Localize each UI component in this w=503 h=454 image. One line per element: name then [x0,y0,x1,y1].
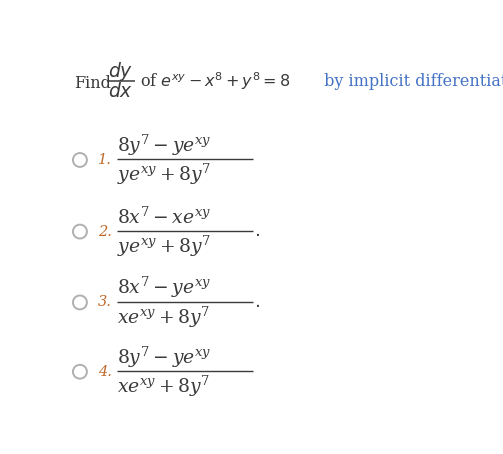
Text: $\mathit{dy}$: $\mathit{dy}$ [108,60,134,83]
Text: $8y^7 - ye^{xy}$: $8y^7 - ye^{xy}$ [117,133,212,158]
Text: 3.: 3. [98,296,112,310]
Text: $8x^7 - xe^{xy}$: $8x^7 - xe^{xy}$ [117,207,212,227]
Text: $8y^7 - ye^{xy}$: $8y^7 - ye^{xy}$ [117,345,212,370]
Text: $ye^{xy} + 8y^7$: $ye^{xy} + 8y^7$ [117,234,211,259]
Text: $xe^{xy} + 8y^7$: $xe^{xy} + 8y^7$ [117,374,211,399]
Text: 4.: 4. [98,365,112,379]
Text: $ye^{xy} + 8y^7$: $ye^{xy} + 8y^7$ [117,162,211,187]
Text: $\mathit{dx}$: $\mathit{dx}$ [109,82,134,101]
Text: 1.: 1. [98,153,112,167]
Text: Find: Find [74,75,111,92]
Text: of $e^{xy} - x^8 + y^8 = 8$: of $e^{xy} - x^8 + y^8 = 8$ [140,70,291,92]
Text: .: . [255,221,261,240]
Text: $xe^{xy} + 8y^7$: $xe^{xy} + 8y^7$ [117,305,211,330]
Text: by implicit differentiation.: by implicit differentiation. [318,73,503,90]
Text: .: . [255,292,261,311]
Text: $8x^7 - ye^{xy}$: $8x^7 - ye^{xy}$ [117,275,212,301]
Text: 2.: 2. [98,225,112,239]
